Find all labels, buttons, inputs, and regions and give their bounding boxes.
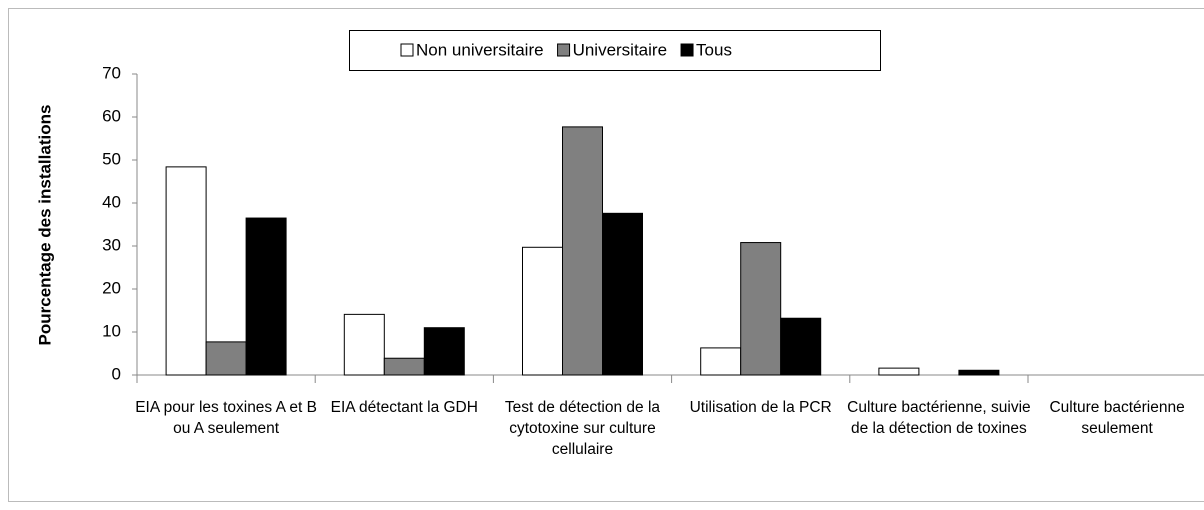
x-tick-label: Utilisation de la PCR bbox=[689, 399, 832, 416]
x-tick-label: EIA détectant la GDH bbox=[330, 399, 478, 416]
y-tick-label: 20 bbox=[102, 278, 121, 297]
y-tick-label: 40 bbox=[102, 192, 121, 211]
legend-box bbox=[349, 30, 881, 71]
x-tick-label: Test de détection de la cytotoxine sur c… bbox=[504, 399, 661, 458]
legend-label: Non universitaire bbox=[416, 40, 544, 59]
bar bbox=[383, 357, 425, 376]
bar bbox=[740, 242, 782, 376]
y-tick-label: 50 bbox=[102, 149, 121, 168]
bar bbox=[562, 126, 603, 376]
y-tick-label: 70 bbox=[102, 63, 121, 82]
bar bbox=[165, 166, 207, 376]
bar bbox=[343, 313, 385, 376]
legend-swatch bbox=[680, 43, 694, 57]
bar bbox=[423, 327, 465, 376]
legend-swatch bbox=[557, 43, 571, 57]
bar bbox=[205, 341, 247, 376]
bar bbox=[878, 367, 920, 376]
x-tick-label: EIA pour les toxines A et B ou A seuleme… bbox=[135, 399, 317, 437]
y-tick-label: 60 bbox=[102, 106, 121, 125]
legend-label: Tous bbox=[696, 40, 732, 59]
y-tick-label: 30 bbox=[102, 235, 121, 254]
y-axis-label: Pourcentage des installations bbox=[35, 105, 54, 346]
bar bbox=[700, 347, 742, 376]
legend-label: Universitaire bbox=[573, 40, 667, 59]
bar bbox=[780, 317, 822, 376]
legend: Non universitaire Universitaire Tous bbox=[349, 30, 881, 71]
chart-frame bbox=[8, 8, 1204, 502]
bar bbox=[602, 212, 643, 376]
bar bbox=[958, 369, 1000, 376]
bar bbox=[245, 217, 287, 376]
legend-swatch bbox=[400, 43, 414, 57]
y-tick-label: 10 bbox=[102, 321, 121, 340]
y-tick-label: 0 bbox=[112, 364, 121, 383]
bar bbox=[522, 246, 563, 376]
x-tick-label: Culture bactérienne, suivie de la détect… bbox=[847, 399, 1031, 437]
x-tick-label: Culture bactérienne seulement bbox=[1049, 399, 1185, 437]
